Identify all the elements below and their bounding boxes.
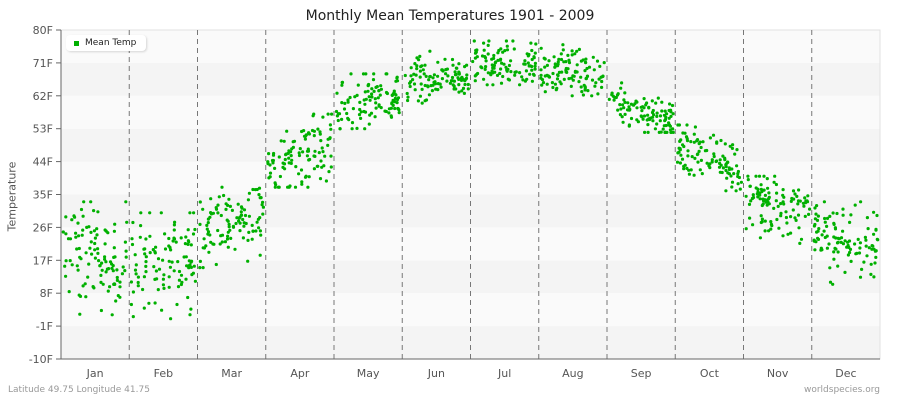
svg-text:26F: 26F	[33, 221, 53, 234]
svg-text:Mar: Mar	[221, 367, 242, 380]
svg-text:Jun: Jun	[427, 367, 445, 380]
source-caption: worldspecies.org	[803, 385, 880, 395]
svg-text:35F: 35F	[33, 189, 53, 202]
svg-text:Sep: Sep	[631, 367, 652, 380]
svg-text:8F: 8F	[40, 287, 53, 300]
svg-text:17F: 17F	[33, 254, 53, 267]
svg-text:May: May	[357, 367, 380, 380]
legend-label: Mean Temp	[85, 38, 137, 48]
svg-text:Aug: Aug	[562, 367, 583, 380]
svg-text:Nov: Nov	[767, 367, 789, 380]
svg-text:Oct: Oct	[700, 367, 720, 380]
svg-text:Jan: Jan	[86, 367, 104, 380]
svg-text:53F: 53F	[33, 123, 53, 136]
svg-text:-10F: -10F	[29, 353, 53, 366]
svg-text:Dec: Dec	[835, 367, 856, 380]
svg-text:80F: 80F	[33, 24, 53, 37]
legend[interactable]: Mean Temp	[66, 35, 147, 51]
chart-title: Monthly Mean Temperatures 1901 - 2009	[305, 8, 595, 24]
svg-text:62F: 62F	[33, 90, 53, 103]
svg-text:Apr: Apr	[290, 367, 310, 380]
legend-swatch-icon	[74, 40, 79, 46]
svg-text:-1F: -1F	[36, 320, 53, 333]
svg-text:71F: 71F	[33, 57, 53, 70]
svg-text:Jul: Jul	[497, 367, 511, 380]
svg-text:Feb: Feb	[154, 367, 173, 380]
location-caption: Latitude 49.75 Longitude 41.75	[8, 385, 150, 395]
svg-text:44F: 44F	[33, 156, 53, 169]
